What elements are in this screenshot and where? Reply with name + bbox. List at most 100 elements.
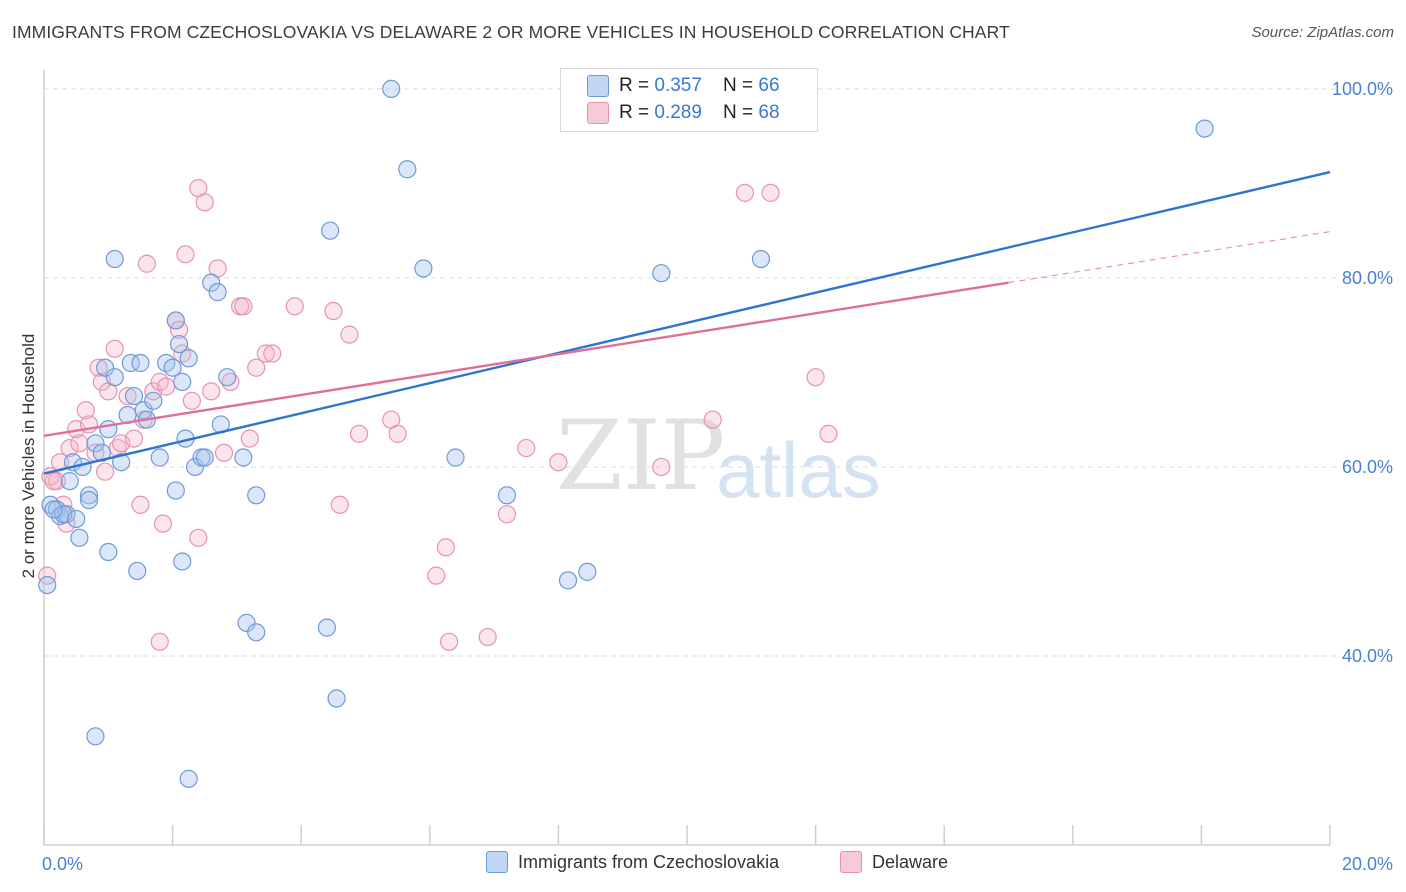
data-point-czechoslovakia (173, 552, 192, 571)
data-point-czechoslovakia (70, 528, 89, 547)
data-point-delaware (137, 254, 156, 273)
data-point-delaware (38, 566, 57, 585)
data-point-delaware (439, 632, 459, 651)
data-point-delaware (324, 301, 343, 321)
source-label: Source: ZipAtlas.com (1251, 24, 1394, 41)
data-point-czechoslovakia (163, 358, 182, 377)
data-point-delaware (157, 377, 176, 396)
data-point-czechoslovakia (202, 273, 221, 292)
data-point-czechoslovakia (247, 486, 266, 505)
data-point-czechoslovakia (95, 358, 115, 377)
data-point-czechoslovakia (652, 264, 671, 283)
trend-line-czechoslovakia (43, 170, 1331, 475)
data-point-delaware (124, 429, 144, 448)
data-point-czechoslovakia (79, 486, 99, 505)
data-point-czechoslovakia (128, 561, 147, 581)
data-point-czechoslovakia (578, 562, 597, 581)
data-point-czechoslovakia (751, 249, 771, 269)
data-point-delaware (340, 325, 359, 344)
data-point-czechoslovakia (169, 334, 189, 354)
data-point-delaware (76, 401, 95, 420)
data-point-czechoslovakia (317, 618, 337, 637)
data-point-czechoslovakia (321, 221, 340, 240)
data-point-czechoslovakia (79, 490, 99, 510)
data-point-delaware (240, 429, 259, 448)
data-point-czechoslovakia (497, 486, 517, 505)
data-point-delaware (89, 358, 108, 377)
data-point-czechoslovakia (86, 727, 105, 746)
grid-lines (44, 88, 1338, 657)
data-point-czechoslovakia (195, 448, 214, 467)
r-label: R = (619, 75, 655, 96)
data-point-czechoslovakia (327, 689, 346, 708)
data-point-delaware (427, 566, 446, 585)
data-point-czechoslovakia (38, 575, 57, 595)
data-point-czechoslovakia (414, 259, 433, 278)
legend-label: Delaware (872, 851, 949, 872)
data-point-delaware (652, 457, 671, 477)
data-point-delaware (549, 453, 568, 472)
data-point-delaware (182, 391, 201, 410)
data-point-delaware (60, 438, 79, 458)
trend-lines (43, 170, 1331, 475)
legend-label: Immigrants from Czechoslovakia (518, 851, 780, 872)
data-point-delaware (806, 368, 825, 387)
data-point-delaware (819, 424, 838, 443)
trend-line-delaware (43, 281, 1009, 437)
data-point-czechoslovakia (179, 349, 198, 368)
series-legend: Immigrants from Czechoslovakia Delaware (0, 851, 1406, 879)
n-label: N = (723, 75, 759, 96)
data-point-czechoslovakia (173, 372, 192, 391)
data-point-czechoslovakia (99, 420, 118, 439)
y-tick-label: 80.0% (1342, 268, 1393, 288)
n-label: N = (723, 102, 759, 123)
data-point-delaware (517, 438, 536, 458)
data-point-delaware (176, 245, 195, 264)
data-point-czechoslovakia (86, 434, 105, 453)
r-value: 0.357 (654, 75, 702, 96)
data-point-czechoslovakia (121, 353, 140, 373)
data-point-delaware (703, 410, 722, 429)
data-point-delaware (497, 505, 517, 524)
data-point-delaware (349, 424, 369, 443)
x-tick-labels: 0.0% 20.0% (42, 854, 1393, 874)
chart-title: IMMIGRANTS FROM CZECHOSLOVAKIA VS DELAWA… (12, 22, 1010, 42)
data-point-delaware (234, 297, 253, 316)
data-point-delaware (150, 632, 169, 651)
axes (43, 70, 1331, 846)
data-point-czechoslovakia (166, 311, 185, 330)
r-label: R = (619, 102, 655, 123)
data-point-czechoslovakia (234, 448, 253, 467)
data-point-delaware (95, 462, 115, 481)
y-tick-label: 40.0% (1342, 646, 1393, 666)
data-point-czechoslovakia (92, 443, 111, 462)
data-point-delaware (247, 358, 266, 377)
data-point-czechoslovakia (150, 448, 169, 467)
legend-item-czechoslovakia: Immigrants from Czechoslovakia (486, 851, 779, 873)
n-value: 66 (758, 75, 780, 96)
data-point-delaware (70, 434, 89, 453)
legend-swatch-blue (486, 851, 508, 873)
legend-swatch-pink (840, 851, 862, 873)
data-point-czechoslovakia (382, 79, 401, 99)
legend-item-delaware: Delaware (840, 851, 948, 873)
x-tick-label: 0.0% (42, 854, 83, 874)
data-point-delaware (189, 528, 208, 547)
y-axis-label: 2 or more Vehicles in Household (19, 334, 38, 579)
trend-line-delaware-extension (1008, 231, 1331, 284)
data-point-czechoslovakia (44, 500, 63, 519)
data-point-delaware (330, 495, 349, 514)
r-value: 0.289 (654, 102, 702, 123)
data-point-czechoslovakia (105, 368, 124, 387)
y-tick-labels: 40.0% 60.0% 80.0% 100.0% (1332, 79, 1393, 666)
data-point-czechoslovakia (446, 448, 465, 467)
data-point-czechoslovakia (67, 509, 86, 529)
data-point-czechoslovakia (558, 571, 578, 590)
y-tick-label: 60.0% (1342, 457, 1393, 477)
data-point-czechoslovakia (105, 249, 124, 269)
data-point-czechoslovakia (131, 353, 150, 373)
data-point-czechoslovakia (237, 613, 256, 632)
data-point-delaware (195, 193, 214, 212)
data-point-czechoslovakia (1195, 119, 1214, 138)
legend-swatch-blue (587, 75, 609, 97)
